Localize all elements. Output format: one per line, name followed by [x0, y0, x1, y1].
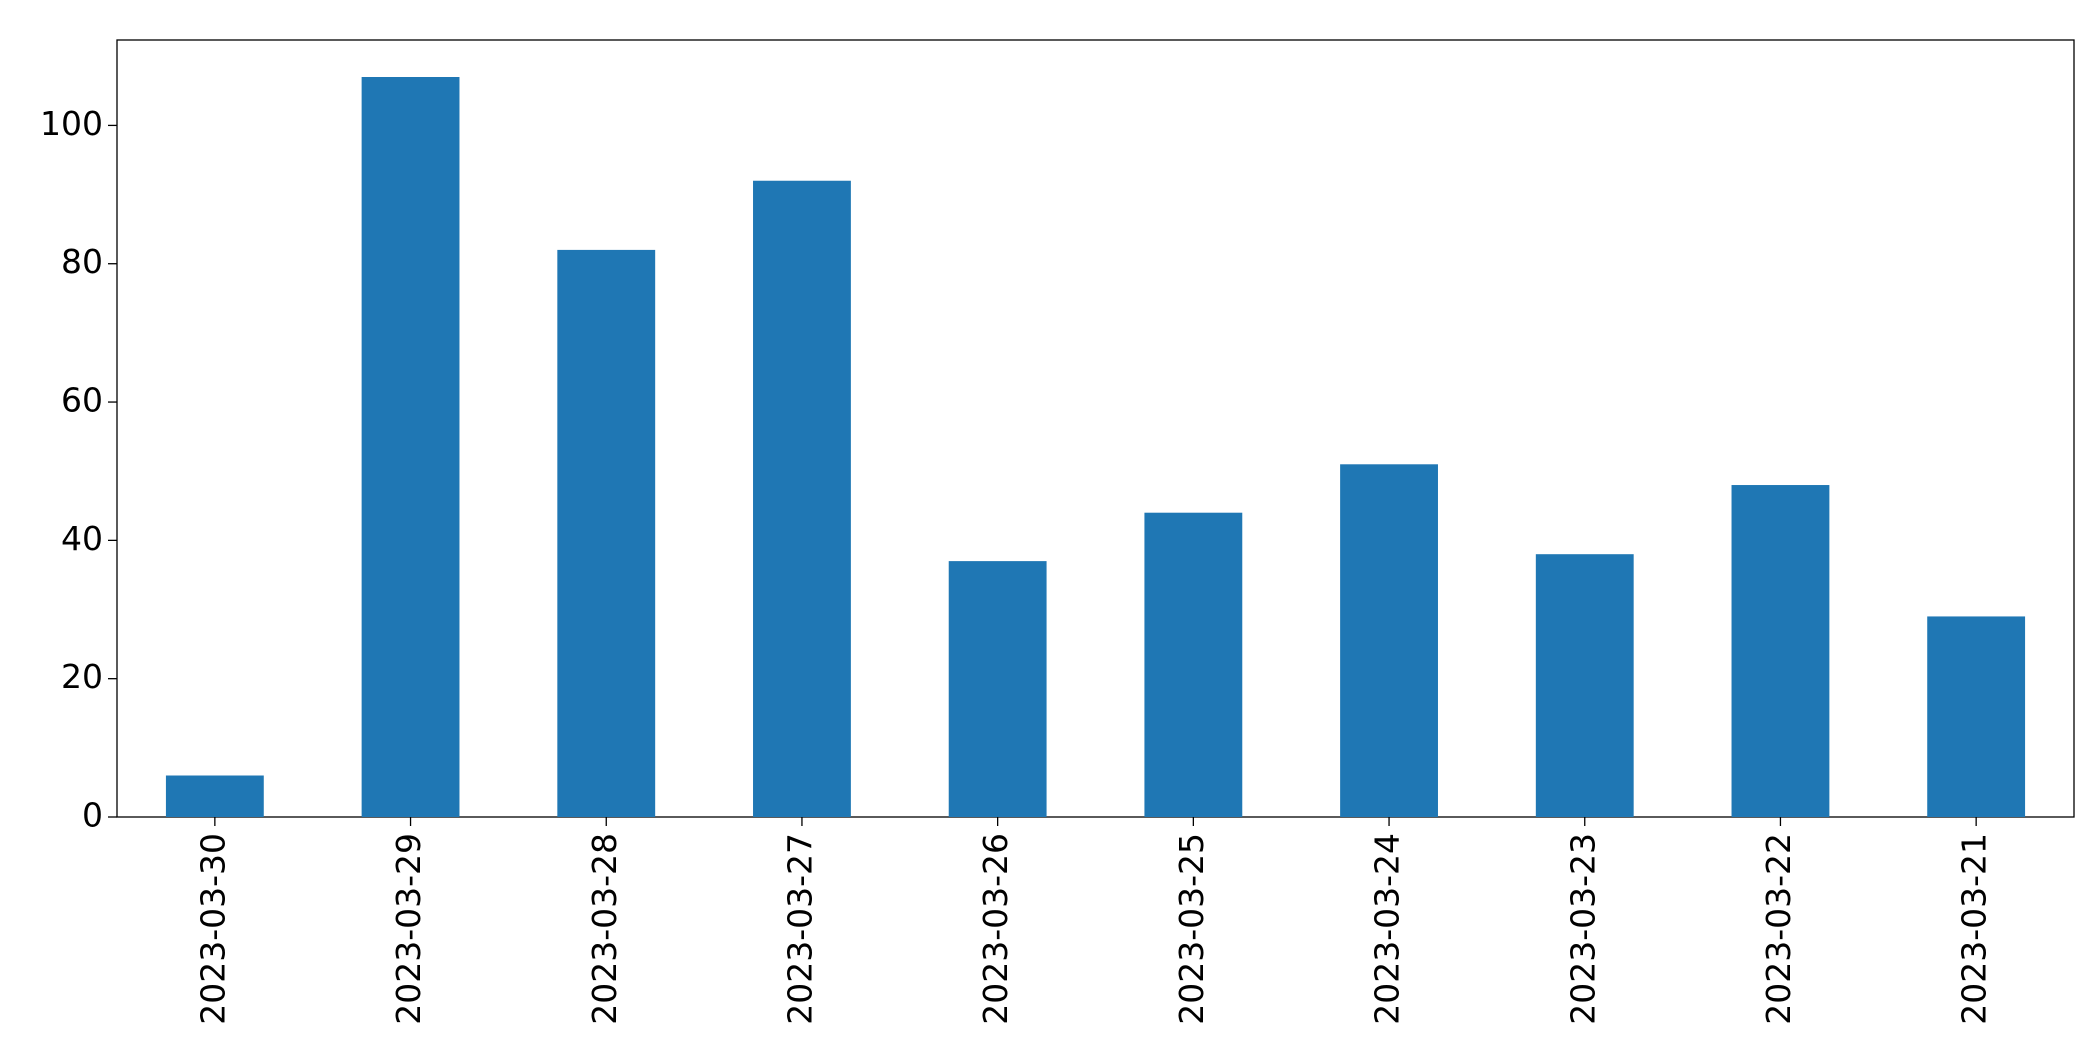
bar — [753, 180, 851, 818]
y-tick-label: 20 — [61, 657, 103, 696]
x-tick-label: 2023-03-21 — [1955, 833, 1994, 1025]
y-tick-label: 100 — [40, 104, 103, 143]
y-tick-label: 60 — [61, 381, 103, 420]
x-tick-label: 2023-03-22 — [1759, 833, 1798, 1025]
x-tick-label: 2023-03-29 — [389, 833, 428, 1025]
bar — [1535, 554, 1634, 817]
x-tick-label: 2023-03-30 — [193, 833, 232, 1025]
x-tick-label: 2023-03-25 — [1172, 833, 1211, 1025]
y-tick-label: 80 — [61, 242, 103, 281]
plot-frame — [116, 39, 2075, 818]
x-tick-label: 2023-03-24 — [1368, 833, 1407, 1025]
bar — [948, 561, 1047, 817]
x-tick-label: 2023-03-26 — [976, 833, 1015, 1025]
bar — [1144, 512, 1243, 817]
bar — [165, 775, 264, 817]
x-tick-label: 2023-03-28 — [585, 833, 624, 1025]
bar — [557, 249, 656, 817]
bar — [1927, 616, 2026, 817]
x-tick-label: 2023-03-27 — [780, 833, 819, 1025]
x-tick-label: 2023-03-23 — [1563, 833, 1602, 1025]
bar — [1731, 485, 1830, 817]
y-tick-label: 40 — [61, 519, 103, 558]
y-tick-label: 0 — [82, 796, 103, 835]
bar — [361, 77, 460, 817]
bar — [1340, 464, 1438, 817]
